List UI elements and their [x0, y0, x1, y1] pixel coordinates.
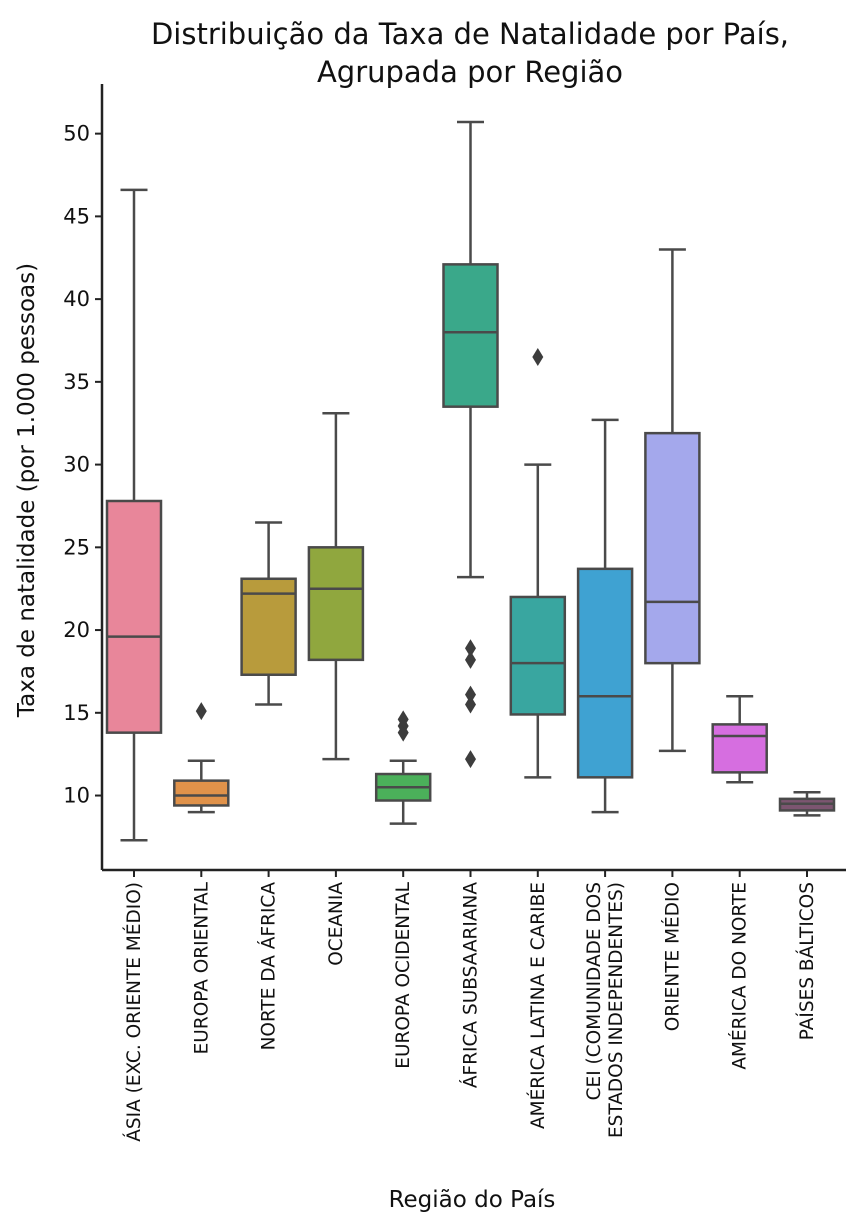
iqr-box	[105, 499, 163, 734]
x-tick-label: EUROPA OCIDENTAL	[393, 881, 414, 1068]
x-tick-label: ORIENTE MÉDIO	[661, 882, 683, 1031]
x-tick-label: AMÉRICA LATINA E CARIBE	[527, 882, 549, 1129]
y-tick-label: 10	[63, 784, 90, 808]
box-group	[374, 710, 432, 825]
outlier-point	[532, 348, 544, 367]
x-tick-label: OCEANIA	[326, 882, 347, 966]
outlier-point	[465, 695, 476, 714]
iqr-box	[173, 779, 230, 807]
iqr-box	[307, 546, 365, 662]
y-tick-label: 30	[63, 453, 90, 477]
x-tick-label: ESTADOS INDEPENDENTES)	[606, 882, 627, 1138]
y-tick-label: 20	[63, 618, 90, 642]
y-tick-label: 45	[63, 204, 90, 228]
x-ticks: ÁSIA (EXC. ORIENTE MÉDIO) EUROPA ORIENTAL…	[123, 870, 818, 1142]
x-tick-label: PAÍSES BÁLTICOS	[796, 882, 818, 1040]
box-group	[173, 702, 230, 814]
box-group	[240, 521, 297, 706]
x-tick-label: CEI (COMUNIDADE DOS	[584, 882, 605, 1100]
iqr-box	[711, 723, 768, 774]
y-tick-label: 50	[63, 122, 90, 146]
outlier-point	[465, 639, 476, 658]
box-group	[442, 120, 499, 769]
box-group	[576, 418, 634, 814]
plot-area	[105, 120, 836, 842]
x-axis-label: Região do País	[389, 1187, 556, 1213]
iqr-box	[442, 263, 499, 408]
y-axis-label: Taxa de natalidade (por 1.000 pessoas)	[14, 263, 40, 718]
y-tick-label: 40	[63, 287, 90, 311]
x-tick-label: ÁFRICA SUBSAARIANA	[460, 882, 482, 1088]
box-group	[644, 248, 701, 753]
iqr-box	[576, 567, 634, 779]
box-group	[711, 695, 768, 784]
x-tick-label: NORTE DA ÁFRICA	[258, 882, 280, 1051]
outlier-point	[397, 710, 409, 729]
box-group	[105, 188, 163, 842]
x-tick-label: AMÉRICA DO NORTE	[729, 882, 751, 1070]
y-tick-label: 35	[63, 370, 90, 394]
y-tick-label: 15	[63, 701, 90, 725]
outlier-point	[195, 702, 207, 721]
iqr-box	[509, 595, 567, 716]
y-tick-label: 25	[63, 535, 90, 559]
chart-title-line-2: Agrupada por Região	[317, 55, 623, 89]
box-group	[509, 348, 567, 779]
outlier-point	[465, 650, 476, 669]
box-group	[778, 790, 836, 817]
x-tick-label: ÁSIA (EXC. ORIENTE MÉDIO)	[123, 882, 145, 1142]
box-group	[307, 412, 365, 761]
y-ticks: 10 15 20 25 30 35 40 45 50	[63, 122, 102, 808]
outlier-point	[465, 750, 476, 769]
chart-title-line-1: Distribuição da Taxa de Natalidade por P…	[151, 17, 789, 51]
iqr-box	[644, 431, 701, 665]
outlier-point	[465, 685, 476, 704]
x-tick-label: EUROPA ORIENTAL	[191, 881, 212, 1054]
